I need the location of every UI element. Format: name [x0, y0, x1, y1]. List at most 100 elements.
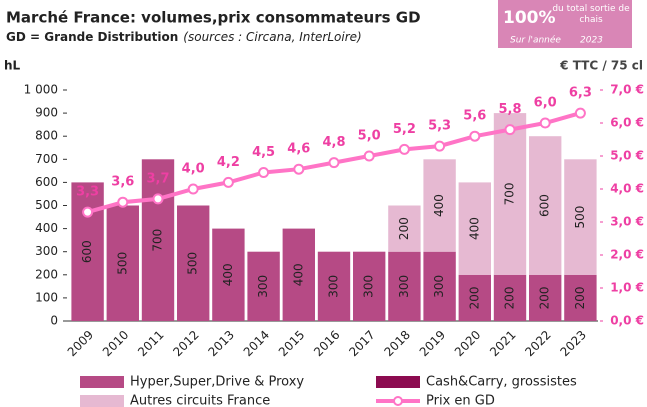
bar — [106, 205, 139, 321]
bar-label: 700 — [151, 229, 165, 252]
bar-label: 700 — [503, 182, 517, 205]
bar — [529, 274, 562, 321]
y2-tick-label: 1,0 € — [610, 281, 644, 295]
legend-label: Hyper,Super,Drive & Proxy — [130, 375, 304, 390]
price-point — [434, 140, 446, 152]
x-tick-label: 2015 — [276, 328, 307, 359]
x-tick-label: 2022 — [522, 328, 553, 359]
bar-label: 300 — [432, 275, 446, 298]
bar — [247, 251, 280, 321]
x-tick-label: 2020 — [452, 328, 483, 359]
price-label: 3,6 — [111, 175, 134, 190]
x-tick-label: 2013 — [205, 328, 236, 359]
bar-label: 600 — [538, 194, 552, 217]
price-label: 3,3 — [76, 185, 99, 200]
bar — [388, 251, 421, 321]
price-point — [258, 167, 270, 178]
badge — [498, 0, 632, 48]
bar-label: 400 — [221, 263, 235, 286]
legend-swatch — [376, 376, 420, 388]
bar — [71, 182, 104, 321]
bar — [529, 136, 562, 275]
bar — [212, 228, 245, 321]
price-point — [574, 107, 586, 119]
legend-label: Cash&Carry, grossistes — [426, 375, 577, 390]
price-label: 4,8 — [322, 135, 345, 150]
bar — [282, 228, 315, 321]
bar-label: 600 — [80, 240, 94, 263]
source: (sources : Circana, InterLoire) — [183, 30, 361, 44]
price-label: 3,7 — [146, 171, 169, 186]
price-point — [152, 193, 164, 205]
x-tick-label: 2021 — [487, 328, 518, 359]
x-tick-label: 2014 — [241, 328, 272, 359]
bar-label: 200 — [467, 286, 481, 309]
y2-tick-label: 0,0 € — [610, 314, 644, 328]
y2-tick-label: 6,0 € — [610, 116, 644, 130]
y2-tick-label: 3,0 € — [610, 215, 644, 229]
bar — [458, 274, 491, 321]
legend-swatch — [80, 395, 124, 407]
x-tick-label: 2010 — [100, 328, 131, 359]
x-tick-label: 2011 — [135, 328, 166, 359]
y-tick-label: 700 — [35, 152, 58, 166]
price-point — [469, 130, 481, 142]
y2-tick-label: 7,0 € — [610, 83, 644, 97]
bar — [564, 274, 597, 321]
price-point — [398, 143, 410, 155]
x-tick-label: 2012 — [170, 328, 201, 359]
badge-period: Sur l'année — [510, 35, 561, 46]
price-label: 5,0 — [358, 129, 381, 144]
bar — [423, 251, 456, 321]
bar — [458, 182, 491, 275]
bar-label: 300 — [397, 275, 411, 298]
y2-tick-label: 2,0 € — [610, 248, 644, 262]
price-point — [222, 176, 234, 188]
y2-tick-label: 5,0 € — [610, 149, 644, 163]
bar — [493, 274, 527, 321]
chart-title: Marché France: volumes,prix consommateur… — [6, 9, 421, 27]
price-label: 4,2 — [217, 155, 240, 170]
y-axis-label: hL — [4, 59, 21, 73]
price-point — [187, 183, 199, 195]
price-label: 5,3 — [428, 119, 451, 134]
price-label: 6,0 — [534, 96, 557, 111]
y-tick-label: 0 — [50, 314, 58, 328]
y-tick-label: 1 000 — [24, 83, 58, 97]
bar-label: 500 — [115, 252, 129, 275]
x-tick-label: 2016 — [311, 328, 342, 359]
price-point — [82, 206, 94, 218]
bar-label: 400 — [467, 217, 481, 240]
price-label: 5,6 — [463, 109, 486, 124]
bar-label: 500 — [573, 206, 587, 229]
bar-label: 200 — [397, 217, 411, 240]
price-label: 4,5 — [252, 145, 275, 160]
price-point — [328, 157, 340, 169]
bar-label: 300 — [362, 275, 376, 298]
x-tick-label: 2018 — [381, 328, 412, 359]
legend-label: Prix en GD — [426, 394, 495, 407]
legend-swatch — [80, 376, 124, 388]
bar-label: 500 — [186, 252, 200, 275]
bar — [388, 205, 421, 252]
badge-text: du total sortie de chais — [552, 4, 630, 25]
x-tick-label: 2019 — [417, 328, 448, 359]
bar-label: 300 — [327, 275, 341, 298]
price-label: 5,8 — [498, 102, 521, 117]
y2-tick-label: 4,0 € — [610, 182, 644, 196]
y-tick-label: 500 — [35, 198, 58, 212]
badge-year: 2023 — [580, 36, 603, 46]
bar — [141, 159, 175, 321]
bar-label: 400 — [432, 194, 446, 217]
y-tick-label: 100 — [35, 290, 58, 304]
subtitle-line: GD = Grande Distribution (sources : Circa… — [6, 30, 362, 44]
legend-swatch-marker — [393, 396, 403, 406]
y-tick-label: 200 — [35, 267, 58, 281]
x-tick-label: 2023 — [557, 328, 588, 359]
bar-label: 200 — [503, 286, 517, 309]
bar-label: 200 — [538, 286, 552, 309]
bar — [353, 251, 386, 321]
bar-label: 200 — [573, 286, 587, 309]
y2-axis-label: € TTC / 75 cl — [559, 59, 643, 73]
bar — [317, 251, 351, 321]
